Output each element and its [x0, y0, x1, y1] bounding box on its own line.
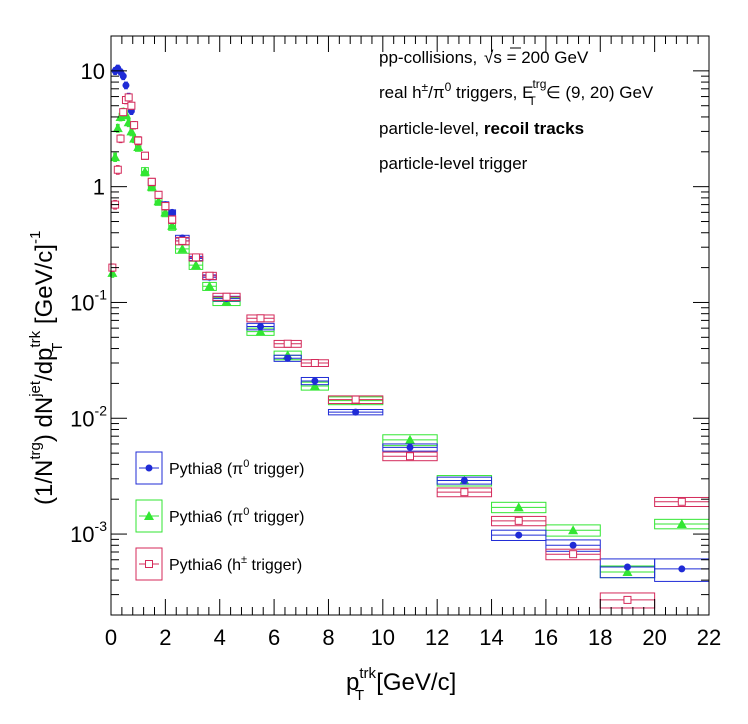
- plot-frame: [110, 35, 710, 616]
- data-marks: [107, 64, 710, 609]
- x-tick-label: 6: [268, 625, 280, 650]
- legend-item-pythia8-pi0: Pythia8 (π0 trigger): [135, 451, 304, 485]
- data-point: [178, 236, 187, 245]
- data-point: [255, 326, 266, 336]
- data-point: [127, 101, 136, 110]
- y-tick-label: 10: [81, 59, 105, 84]
- data-point: [460, 477, 468, 485]
- x-tick-label: 4: [214, 625, 226, 650]
- data-point: [161, 202, 170, 211]
- data-point: [257, 323, 264, 331]
- data-point: [134, 136, 143, 145]
- data-point: [168, 215, 177, 224]
- data-point: [513, 502, 524, 512]
- data-point: [124, 93, 133, 102]
- data-point: [460, 488, 469, 497]
- data-point: [126, 126, 137, 136]
- data-point: [283, 339, 292, 348]
- data-point: [122, 81, 130, 89]
- axis-ticks: 0 2 4 6 8 10 12 14 16 18 20 22 10-3 10-2 10-1 1 10: [70, 35, 721, 650]
- data-point: [568, 525, 579, 535]
- data-point: [256, 314, 265, 323]
- data-point: [352, 408, 360, 416]
- data-point: [284, 354, 292, 362]
- data-point: [119, 72, 127, 80]
- annotation-trigger-level: particle-level trigger: [379, 154, 528, 173]
- data-point: [406, 443, 414, 451]
- legend-item-pythia6-h: Pythia6 (h± trigger): [135, 547, 302, 581]
- x-tick-label: 10: [371, 625, 395, 650]
- data-point: [115, 111, 126, 121]
- data-point: [310, 359, 319, 368]
- x-tick-label: 14: [479, 625, 503, 650]
- data-point: [623, 563, 631, 571]
- data-point: [113, 165, 122, 174]
- data-point: [133, 142, 144, 152]
- data-point: [177, 243, 188, 253]
- data-point: [153, 196, 164, 206]
- series-2: [108, 93, 710, 609]
- legend: Pythia8 (π0 trigger) Pythia6 (π0 trigger…: [135, 451, 304, 581]
- data-point: [147, 177, 156, 186]
- data-point: [309, 380, 320, 390]
- x-tick-label: 16: [534, 625, 558, 650]
- x-tick-label: 20: [642, 625, 666, 650]
- data-point: [139, 166, 150, 176]
- x-tick-label: 2: [159, 625, 171, 650]
- data-point: [677, 497, 686, 506]
- data-point: [204, 281, 215, 291]
- data-point: [130, 121, 139, 130]
- annotation-collisions: pp-collisions, √s = 200 GeV: [379, 48, 589, 67]
- data-point: [107, 267, 118, 277]
- data-point: [623, 595, 632, 604]
- data-point: [119, 108, 128, 117]
- x-tick-label: 8: [322, 625, 334, 650]
- data-point: [112, 123, 123, 133]
- data-point: [160, 207, 171, 217]
- data-point: [116, 134, 125, 143]
- x-tick-label: 22: [697, 625, 721, 650]
- x-tick-label: 12: [425, 625, 449, 650]
- data-point: [351, 395, 360, 404]
- data-point: [569, 550, 578, 559]
- data-point: [190, 260, 201, 270]
- data-point: [140, 151, 149, 160]
- data-point: [405, 434, 415, 444]
- data-point: [222, 292, 231, 301]
- data-point: [569, 541, 577, 549]
- annotation-level: particle-level, recoil tracks: [379, 119, 584, 138]
- x-axis-title: ptrk T [GeV/c]: [346, 665, 456, 704]
- data-point: [167, 220, 178, 230]
- data-point: [515, 531, 523, 539]
- x-tick-label: 18: [588, 625, 612, 650]
- legend-item-pythia6-pi0: Pythia6 (π0 trigger): [135, 499, 304, 533]
- x-tick-label: 0: [105, 625, 117, 650]
- y-tick-label: 10-1: [70, 286, 107, 315]
- data-point: [622, 567, 633, 577]
- data-point: [205, 271, 214, 280]
- data-point: [110, 152, 121, 162]
- data-point: [154, 190, 163, 199]
- svg-text:Pythia8 (π0 trigger): Pythia8 (π0 trigger): [169, 458, 304, 478]
- y-tick-label: 1: [93, 175, 105, 200]
- y-tick-label: 10-3: [70, 518, 107, 547]
- svg-text:Pythia6 (h± trigger): Pythia6 (h± trigger): [169, 554, 302, 574]
- annotation-triggers: real h±/π0 triggers, Etrg T ∈ (9, 20) GeV: [379, 77, 654, 108]
- data-point: [168, 208, 176, 216]
- svg-text:Pythia6 (π0 trigger): Pythia6 (π0 trigger): [169, 506, 304, 526]
- data-point: [311, 377, 319, 385]
- data-point: [676, 519, 687, 529]
- y-axis-title: (1/Ntrg) dNjet/dptrk T [GeV/c]-1: [27, 231, 66, 505]
- data-point: [191, 253, 200, 262]
- data-point: [514, 516, 523, 525]
- data-point: [678, 565, 686, 573]
- y-tick-label: 10-2: [70, 402, 107, 431]
- data-point: [406, 452, 414, 461]
